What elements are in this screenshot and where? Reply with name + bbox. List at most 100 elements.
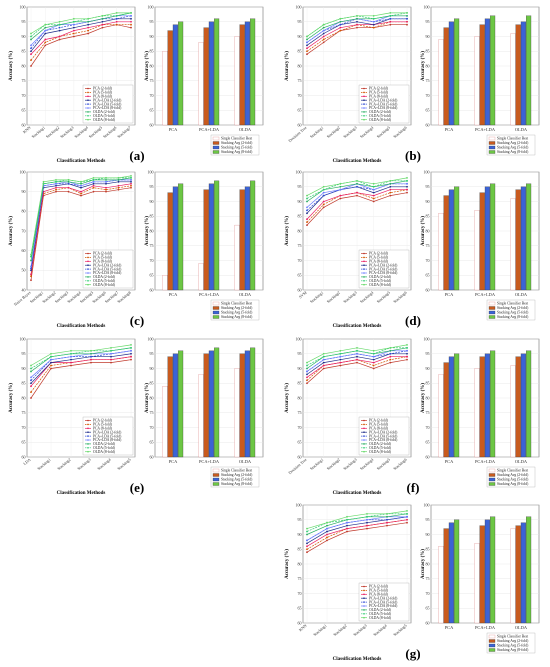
data-point — [356, 191, 358, 194]
data-point — [339, 355, 342, 358]
panel-svg: 60 65 70 75 80 85 90 95 100 KNNStacking1Stacking2… — [9, 4, 264, 164]
y-tick-label: 85 — [426, 214, 430, 219]
series-line — [30, 347, 132, 369]
y-tick-label: 75 — [150, 243, 154, 248]
data-point — [372, 352, 375, 355]
legend-entry: Stacking Avg (2-fold) — [497, 306, 529, 310]
data-point — [115, 23, 118, 26]
series-line — [30, 353, 132, 384]
legend-swatch — [212, 306, 220, 310]
bar-chart: 60 65 70 75 80 85 90 95 100 PCA PCA+LDA OLDA Accurac… — [145, 4, 264, 156]
legend-entry: PCA (5-fold) — [93, 91, 113, 95]
bar — [172, 186, 178, 291]
data-point — [72, 29, 75, 32]
x-tick-label: PCA+LDA — [199, 127, 220, 132]
legend-entry: Single Classifier Best — [497, 302, 528, 306]
legend-entry: Stacking Avg (8-fold) — [221, 150, 253, 154]
legend-marker — [363, 585, 365, 588]
bar — [526, 516, 532, 624]
legend-marker — [363, 435, 365, 437]
data-point — [50, 364, 52, 367]
data-point — [306, 530, 308, 533]
y-tick-label: 95 — [22, 351, 26, 356]
legend-entry: PCA (8-fold) — [93, 260, 113, 264]
y-tick-label: 60 — [150, 122, 154, 127]
bar — [448, 522, 454, 624]
data-point — [326, 539, 328, 542]
y-tick-label: 100 — [296, 4, 302, 9]
bar — [438, 213, 444, 291]
y-tick-label: 80 — [298, 561, 302, 566]
data-point — [356, 23, 358, 26]
legend-entry: PCA (8-fold) — [369, 95, 389, 99]
data-point — [372, 200, 375, 203]
data-point — [322, 206, 325, 209]
data-point — [322, 23, 325, 26]
line-x-axis-label: Classification Methods — [333, 159, 382, 164]
bar — [250, 18, 256, 126]
legend-entry: PCA+LDA (5-fold) — [93, 102, 122, 106]
data-point — [406, 177, 408, 179]
legend-entry: OLDA (2-fold) — [369, 275, 392, 279]
data-point — [356, 361, 358, 364]
bar — [454, 519, 460, 624]
y-tick-label: 70 — [150, 425, 154, 430]
data-point — [356, 17, 358, 20]
y-tick-label: 80 — [426, 63, 430, 68]
bar — [167, 356, 173, 458]
data-point — [339, 188, 342, 191]
legend-marker — [363, 87, 365, 90]
data-point — [326, 530, 328, 533]
bar — [162, 51, 168, 126]
data-point — [339, 182, 342, 185]
x-tick-label: Stacking2 — [45, 125, 60, 139]
series-line — [30, 15, 132, 49]
data-point — [70, 349, 72, 352]
bar — [484, 18, 490, 126]
data-point — [55, 182, 57, 185]
y-tick-label: 80 — [298, 63, 302, 68]
data-point — [30, 53, 32, 56]
bar — [526, 15, 532, 126]
data-point — [90, 352, 92, 355]
y-tick-label: 100 — [20, 169, 26, 174]
bar — [484, 186, 490, 291]
legend-swatch — [212, 145, 220, 150]
x-tick-label: Stacking2 — [56, 457, 71, 471]
bar-y-axis-label: Accuracy (%) — [421, 51, 426, 81]
bar — [198, 42, 204, 126]
y-tick-label: 95 — [426, 184, 430, 189]
data-point — [92, 180, 95, 183]
legend-entry: PCA (2-fold) — [369, 419, 389, 423]
bar — [438, 39, 444, 126]
line-chart: 60 65 70 75 80 85 90 95 100 KNNStacking1Stacking2… — [9, 4, 136, 164]
data-point — [30, 382, 32, 385]
legend-marker — [363, 91, 365, 94]
y-tick-label: 100 — [148, 169, 154, 174]
data-point — [58, 38, 61, 41]
data-point — [306, 50, 308, 53]
bar — [474, 210, 480, 291]
data-point — [130, 177, 132, 179]
data-point — [105, 190, 107, 193]
data-point — [72, 32, 75, 35]
y-tick-label: 65 — [298, 108, 302, 113]
y-tick-label: 65 — [22, 108, 26, 113]
x-tick-label: Stacking1 — [309, 457, 324, 471]
legend-entry: PCA+LDA (8-fold) — [369, 604, 398, 608]
legend-entry: PCA (5-fold) — [369, 589, 389, 593]
data-point — [406, 344, 408, 346]
data-point — [44, 38, 47, 41]
data-point — [389, 17, 392, 20]
data-point — [372, 349, 375, 352]
y-tick-label: 65 — [150, 273, 154, 278]
data-point — [306, 194, 308, 197]
data-point — [306, 44, 308, 47]
data-point — [110, 346, 112, 349]
x-tick-label: Stacking1 — [309, 290, 324, 304]
data-point — [406, 349, 408, 352]
data-point — [339, 194, 342, 197]
legend-entry: PCA (8-fold) — [369, 427, 389, 431]
